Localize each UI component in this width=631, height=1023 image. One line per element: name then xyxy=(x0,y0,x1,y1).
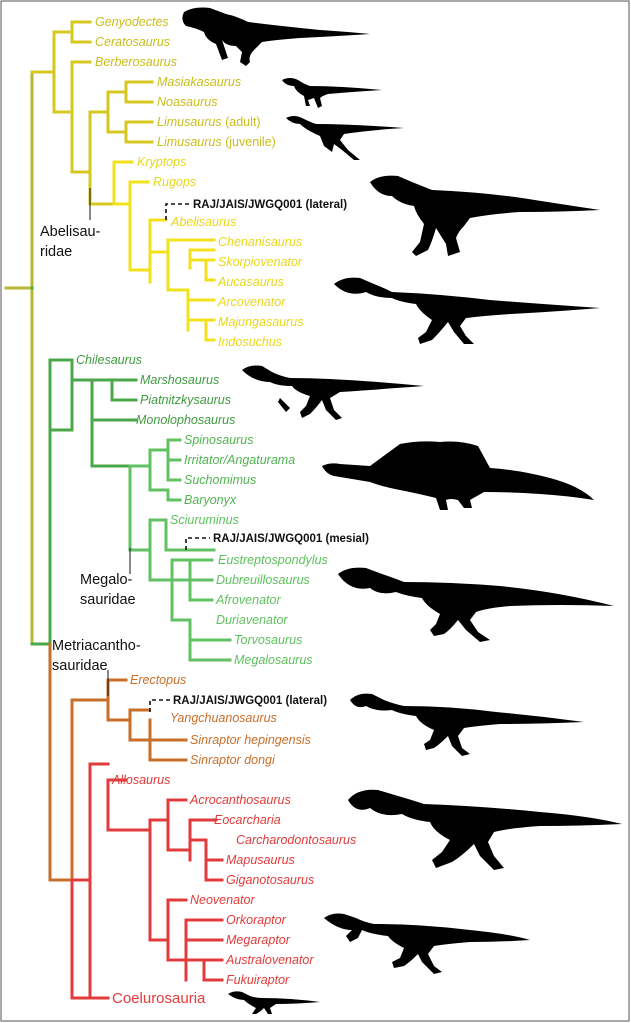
taxon-labels: Genyodectes Ceratosaurus Berberosaurus M… xyxy=(76,15,356,1007)
taxon-label: Orkoraptor xyxy=(226,913,287,927)
specimen-labels: RAJ/JAIS/JWGQ001 (lateral) RAJ/JAIS/JWGQ… xyxy=(173,199,369,707)
taxon-label: Spinosaurus xyxy=(184,433,254,447)
carcharodontosaurus-silhouette xyxy=(348,789,622,870)
taxon-label: Aucasaurus xyxy=(217,275,284,289)
majungasaurus-silhouette xyxy=(334,277,600,344)
taxon-label: Baryonyx xyxy=(184,493,237,507)
taxon-label: Allosaurus xyxy=(111,773,170,787)
torvosaurus-silhouette xyxy=(338,567,614,642)
abelisaurid-silhouette xyxy=(370,175,600,256)
specimen-label: RAJ/JAIS/JWGQ001 (lateral) xyxy=(173,695,327,707)
clade-label-megalosauridae: sauridae xyxy=(80,592,136,608)
piatnitzkysaurus-silhouette xyxy=(242,365,424,420)
taxon-label: Megaraptor xyxy=(226,933,291,947)
taxon-label: Majungasaurus xyxy=(218,315,303,329)
taxon-label: Abelisaurus xyxy=(170,215,236,229)
taxon-label: Monolophosaurus xyxy=(136,413,235,427)
taxon-label: Masiakasaurus xyxy=(157,75,241,89)
clade-labels: Abelisau- ridae Megalo- sauridae Metriac… xyxy=(40,224,141,674)
coelurosaur-silhouette xyxy=(228,991,320,1014)
taxon-label: Chilesaurus xyxy=(76,353,142,367)
specimen-attachments xyxy=(149,203,210,712)
taxon-label: Limusaurus (adult) xyxy=(157,115,261,129)
clade-ticks xyxy=(89,188,131,696)
taxon-label: Dubreuillosaurus xyxy=(216,573,310,587)
taxon-label: Sinraptor hepingensis xyxy=(190,733,311,747)
taxon-label: Kryptops xyxy=(137,155,186,169)
taxon-label: Acrocanthosaurus xyxy=(189,793,291,807)
noasaurid-silhouette xyxy=(282,78,382,108)
clade-label-abelisauridae: ridae xyxy=(40,244,72,260)
taxon-label: Piatnitzkysaurus xyxy=(140,393,231,407)
taxon-label: Afrovenator xyxy=(215,593,281,607)
taxon-label: Skorpiovenator xyxy=(218,255,303,269)
taxon-label: Yangchuanosaurus xyxy=(170,711,277,725)
taxon-label: Fukuiraptor xyxy=(226,973,290,987)
taxon-label: Neovenator xyxy=(190,893,255,907)
taxon-label: Chenanisaurus xyxy=(218,235,302,249)
taxon-label: Torvosaurus xyxy=(234,633,302,647)
taxon-label: Indosuchus xyxy=(218,335,282,349)
clade-label-megalosauridae: Megalo- xyxy=(80,572,133,588)
clade-label-metriacanthosauridae: sauridae xyxy=(52,658,108,674)
taxon-label: Ceratosaurus xyxy=(95,35,170,49)
taxon-label: Rugops xyxy=(153,175,196,189)
taxon-label: Marshosaurus xyxy=(140,373,219,387)
taxon-label: Eustreptospondylus xyxy=(218,553,328,567)
taxon-label: Berberosaurus xyxy=(95,55,177,69)
megaraptor-silhouette xyxy=(324,913,530,974)
clade-label-abelisauridae: Abelisau- xyxy=(40,224,101,240)
silhouettes xyxy=(182,7,622,1014)
taxon-label: Genyodectes xyxy=(95,15,169,29)
taxon-label: Australovenator xyxy=(225,953,314,967)
spinosaurus-silhouette xyxy=(322,441,594,510)
sinraptor-silhouette xyxy=(350,693,584,756)
ceratosaurus-silhouette xyxy=(182,7,370,66)
taxon-label: Mapusaurus xyxy=(226,853,295,867)
taxon-label-coelurosauria: Coelurosauria xyxy=(112,990,206,1007)
taxon-label: Erectopus xyxy=(130,673,186,687)
taxon-label: Irritator/Angaturama xyxy=(184,453,295,467)
specimen-label: RAJ/JAIS/JWGQ001 (mesial) xyxy=(213,533,369,545)
taxon-label: Limusaurus (juvenile) xyxy=(157,135,276,149)
tree-branches xyxy=(4,20,232,1000)
taxon-label: Duriavenator xyxy=(216,613,288,627)
taxon-label: Noasaurus xyxy=(157,95,217,109)
taxon-label: Carcharodontosaurus xyxy=(236,833,356,847)
taxon-label: Arcovenator xyxy=(217,295,286,309)
taxon-label: Suchomimus xyxy=(184,473,256,487)
root-branch xyxy=(4,70,34,646)
limusaurus-silhouette xyxy=(286,116,404,160)
clade-label-metriacanthosauridae: Metriacantho- xyxy=(52,638,141,654)
specimen-label: RAJ/JAIS/JWGQ001 (lateral) xyxy=(193,199,347,211)
taxon-label: Megalosaurus xyxy=(234,653,313,667)
taxon-label: Sciuruminus xyxy=(170,513,239,527)
taxon-label: Sinraptor dongi xyxy=(190,753,276,767)
taxon-label: Giganotosaurus xyxy=(226,873,314,887)
taxon-label: Eocarcharia xyxy=(214,813,281,827)
